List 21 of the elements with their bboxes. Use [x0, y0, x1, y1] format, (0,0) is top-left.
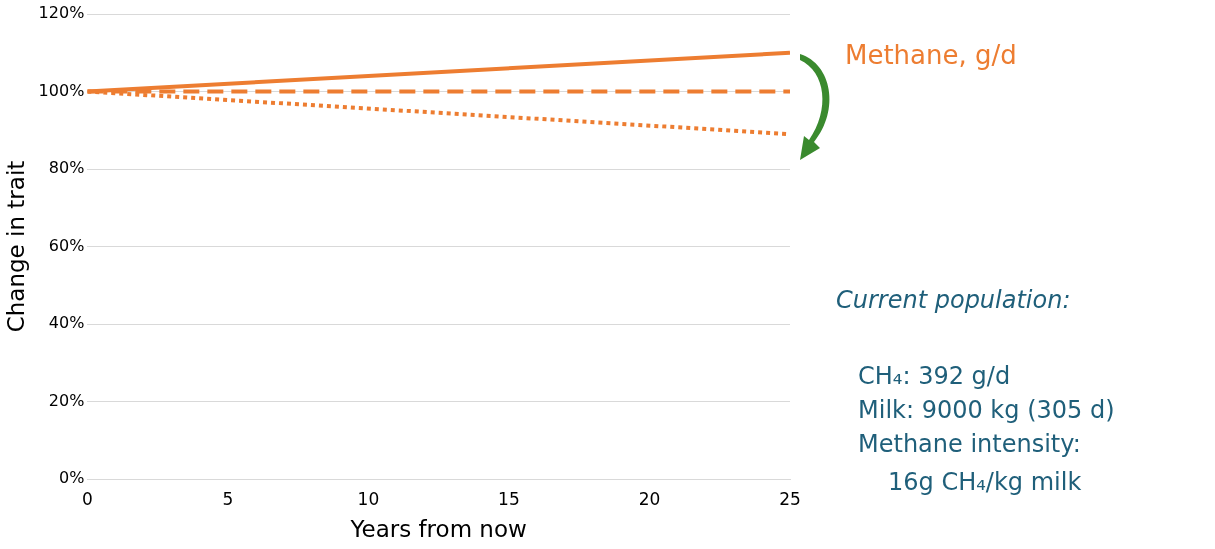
y-tick-label: 120%: [38, 3, 85, 23]
y-tick-label: 20%: [48, 390, 85, 410]
text: CH₄: 392 g/d: [858, 362, 1011, 390]
x-tick-label: 5: [222, 488, 234, 509]
text: Methane intensity:: [858, 430, 1081, 458]
text: 16g CH₄/kg milk: [888, 468, 1082, 496]
y-tick-label: 0%: [58, 468, 85, 488]
text: Current population:: [836, 286, 1071, 314]
x-tick-label: 25: [779, 488, 801, 509]
text: Milk: 9000 kg (305 d): [858, 396, 1115, 424]
y-tick-label: 100%: [38, 80, 85, 100]
y-tick-label: 60%: [48, 235, 85, 255]
y-axis-title: Change in trait: [2, 160, 29, 333]
x-axis-title: Years from now: [349, 516, 527, 543]
y-tick-label: 40%: [48, 313, 85, 333]
x-tick-label: 10: [357, 488, 380, 509]
x-tick-label: 15: [498, 488, 520, 509]
x-tick-label: 0: [81, 488, 93, 509]
text: Methane, g/d: [845, 39, 1017, 70]
x-tick-label: 20: [638, 488, 661, 509]
y-tick-label: 80%: [48, 158, 85, 178]
